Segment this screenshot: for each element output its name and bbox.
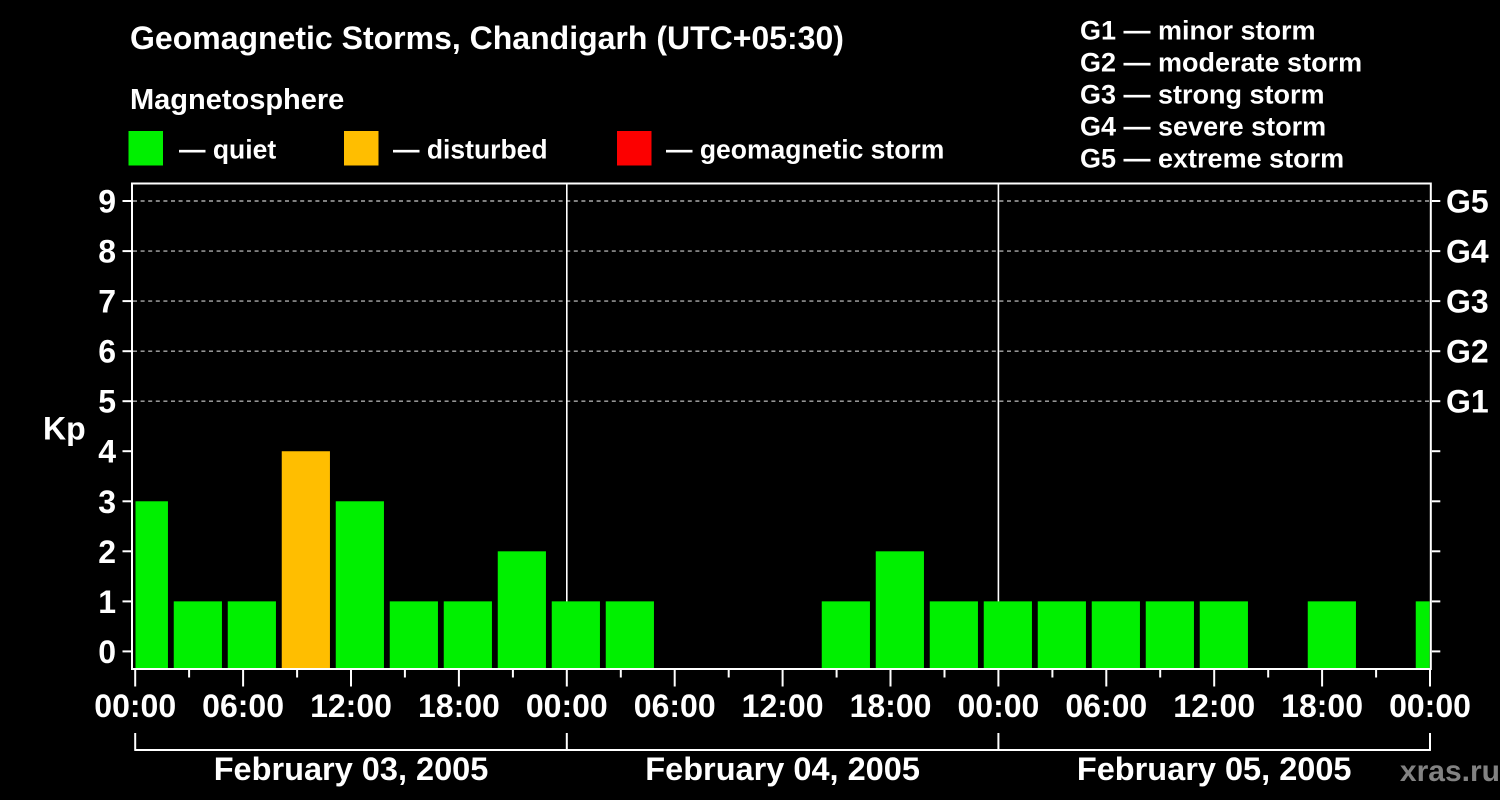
svg-text:0: 0 <box>98 634 116 670</box>
svg-text:6: 6 <box>98 334 116 370</box>
svg-text:00:00: 00:00 <box>957 688 1039 724</box>
svg-text:5: 5 <box>98 384 116 420</box>
svg-text:12:00: 12:00 <box>742 688 824 724</box>
svg-text:Geomagnetic Storms, Chandigarh: Geomagnetic Storms, Chandigarh (UTC+05:3… <box>130 20 844 56</box>
svg-text:xras.ru: xras.ru <box>1400 755 1500 788</box>
svg-text:February 04, 2005: February 04, 2005 <box>645 751 920 787</box>
svg-text:Magnetosphere: Magnetosphere <box>130 84 344 116</box>
svg-text:00:00: 00:00 <box>94 688 176 724</box>
svg-text:G5 — extreme storm: G5 — extreme storm <box>1080 144 1344 174</box>
svg-text:06:00: 06:00 <box>634 688 716 724</box>
svg-text:G3: G3 <box>1446 284 1489 320</box>
svg-text:3: 3 <box>98 484 116 520</box>
svg-text:February 03, 2005: February 03, 2005 <box>214 751 489 787</box>
svg-text:00:00: 00:00 <box>526 688 608 724</box>
svg-text:12:00: 12:00 <box>1173 688 1255 724</box>
svg-text:9: 9 <box>98 184 116 220</box>
svg-text:Kp: Kp <box>43 411 86 447</box>
svg-text:18:00: 18:00 <box>850 688 932 724</box>
svg-text:G2: G2 <box>1446 334 1489 370</box>
svg-text:G1 — minor storm: G1 — minor storm <box>1080 16 1316 46</box>
svg-text:G3 — strong storm: G3 — strong storm <box>1080 80 1325 110</box>
svg-text:G2 — moderate storm: G2 — moderate storm <box>1080 48 1362 78</box>
svg-text:— quiet: — quiet <box>179 135 276 165</box>
svg-text:06:00: 06:00 <box>202 688 284 724</box>
svg-text:G5: G5 <box>1446 184 1489 220</box>
svg-text:4: 4 <box>98 434 116 470</box>
svg-text:2: 2 <box>98 534 116 570</box>
svg-text:G4: G4 <box>1446 234 1489 270</box>
svg-text:7: 7 <box>98 284 116 320</box>
svg-text:— disturbed: — disturbed <box>393 135 548 165</box>
svg-text:00:00: 00:00 <box>1389 688 1471 724</box>
svg-text:— geomagnetic storm: — geomagnetic storm <box>666 135 944 165</box>
svg-text:February 05, 2005: February 05, 2005 <box>1077 751 1352 787</box>
svg-text:06:00: 06:00 <box>1065 688 1147 724</box>
svg-text:8: 8 <box>98 234 116 270</box>
svg-text:G4 — severe storm: G4 — severe storm <box>1080 112 1326 142</box>
svg-text:12:00: 12:00 <box>310 688 392 724</box>
svg-text:G1: G1 <box>1446 384 1489 420</box>
svg-text:1: 1 <box>98 584 116 620</box>
svg-text:18:00: 18:00 <box>418 688 500 724</box>
svg-text:18:00: 18:00 <box>1281 688 1363 724</box>
